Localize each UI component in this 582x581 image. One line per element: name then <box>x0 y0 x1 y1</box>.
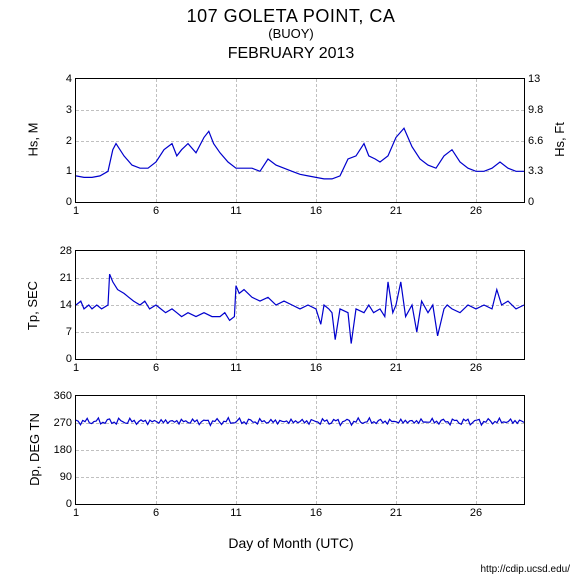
station-title: 107 GOLETA POINT, CA <box>0 6 582 27</box>
plot-tp-ylabel: Tp, SEC <box>25 281 40 330</box>
plot-hs-y2label: Hs, Ft <box>552 122 567 157</box>
x-tick: 1 <box>73 205 79 217</box>
x-axis-label: Day of Month (UTC) <box>228 535 353 551</box>
y-tick: 14 <box>60 299 72 311</box>
y2-tick: 6.6 <box>528 135 543 147</box>
y-tick: 3 <box>66 104 72 116</box>
y-tick: 21 <box>60 272 72 284</box>
y2-tick: 3.3 <box>528 165 543 177</box>
y-tick: 180 <box>54 444 72 456</box>
x-tick: 6 <box>153 362 159 374</box>
x-tick: 6 <box>153 205 159 217</box>
x-tick: 11 <box>230 362 241 374</box>
y-tick: 7 <box>66 326 72 338</box>
plot-hs: 16111621260123403.36.69.813 <box>75 78 525 203</box>
x-tick: 26 <box>470 205 482 217</box>
plot-dp: 1611162126090180270360 <box>75 395 525 505</box>
y-tick: 28 <box>60 245 72 257</box>
buoy-label: (BUOY) <box>0 26 582 41</box>
x-tick: 11 <box>230 205 241 217</box>
x-tick: 16 <box>310 205 322 217</box>
x-tick: 16 <box>310 507 322 519</box>
y-tick: 360 <box>54 390 72 402</box>
y2-tick: 0 <box>528 196 534 208</box>
plot-dp-ylabel: Dp, DEG TN <box>27 413 42 486</box>
y2-tick: 13 <box>528 73 540 85</box>
x-tick: 26 <box>470 362 482 374</box>
x-tick: 26 <box>470 507 482 519</box>
x-tick: 21 <box>390 205 402 217</box>
y-tick: 0 <box>66 353 72 365</box>
x-tick: 1 <box>73 507 79 519</box>
y-tick: 2 <box>66 135 72 147</box>
y2-tick: 9.8 <box>528 104 543 116</box>
y-tick: 1 <box>66 165 72 177</box>
y-tick: 270 <box>54 417 72 429</box>
x-tick: 21 <box>390 507 402 519</box>
plot-hs-ylabel: Hs, M <box>25 123 40 157</box>
plot-tp: 161116212607142128 <box>75 250 525 360</box>
x-tick: 11 <box>230 507 241 519</box>
y-tick: 0 <box>66 196 72 208</box>
y-tick: 90 <box>60 471 72 483</box>
y-tick: 0 <box>66 498 72 510</box>
x-tick: 1 <box>73 362 79 374</box>
footer-url: http://cdip.ucsd.edu/ <box>480 564 570 575</box>
x-tick: 6 <box>153 507 159 519</box>
month-label: FEBRUARY 2013 <box>0 45 582 63</box>
x-tick: 16 <box>310 362 322 374</box>
x-tick: 21 <box>390 362 402 374</box>
y-tick: 4 <box>66 73 72 85</box>
